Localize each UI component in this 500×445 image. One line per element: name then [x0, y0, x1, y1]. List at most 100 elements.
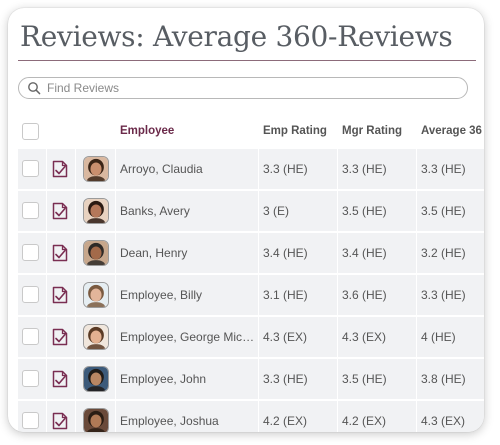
table-row[interactable]: Employee, Billy 3.1 (HE) 3.6 (HE) 3.3 (HE)	[18, 273, 484, 315]
column-divider	[115, 191, 116, 231]
table-row[interactable]: Banks, Avery 3 (E) 3.5 (HE) 3.5 (HE)	[18, 189, 484, 231]
mgr-rating-cell: 3.5 (HE)	[342, 372, 387, 386]
header-average[interactable]: Average 36	[421, 125, 482, 137]
emp-rating-cell: 3 (E)	[263, 204, 290, 218]
avatar	[83, 282, 109, 308]
table-body: Arroyo, Claudia 3.3 (HE) 3.3 (HE) 3.3 (HE) B…	[18, 147, 484, 432]
table-row[interactable]: Employee, Joshua 4.2 (EX) 4.2 (EX) 4.3 (EX)	[18, 399, 484, 432]
column-divider	[258, 149, 259, 189]
column-divider	[75, 275, 76, 315]
column-divider	[75, 149, 76, 189]
average-cell: 3.3 (HE)	[421, 162, 466, 176]
column-divider	[46, 275, 47, 315]
reviews-table: Employee Emp Rating Mgr Rating Average 3…	[18, 115, 484, 432]
reviews-panel: Reviews: Average 360-Reviews Employee Em…	[8, 8, 484, 432]
search-box[interactable]	[18, 77, 468, 99]
average-cell: 3.5 (HE)	[421, 204, 466, 218]
column-divider	[46, 233, 47, 273]
emp-rating-cell: 4.3 (EX)	[263, 330, 308, 344]
table-header: Employee Emp Rating Mgr Rating Average 3…	[18, 115, 484, 147]
row-checkbox[interactable]	[22, 286, 39, 303]
column-divider	[75, 359, 76, 399]
row-checkbox[interactable]	[22, 412, 39, 429]
avatar	[83, 198, 109, 224]
column-divider	[337, 233, 338, 273]
review-doc-icon[interactable]	[52, 202, 68, 220]
review-doc-icon[interactable]	[52, 244, 68, 262]
mgr-rating-cell: 3.4 (HE)	[342, 246, 387, 260]
emp-rating-cell: 3.1 (HE)	[263, 288, 308, 302]
column-divider	[416, 275, 417, 315]
column-divider	[115, 359, 116, 399]
table-row[interactable]: Arroyo, Claudia 3.3 (HE) 3.3 (HE) 3.3 (HE)	[18, 147, 484, 189]
column-divider	[258, 191, 259, 231]
review-doc-icon[interactable]	[52, 286, 68, 304]
review-doc-icon[interactable]	[52, 412, 68, 430]
column-divider	[115, 275, 116, 315]
column-divider	[75, 233, 76, 273]
header-mgr-rating[interactable]: Mgr Rating	[342, 125, 403, 137]
column-divider	[115, 317, 116, 357]
row-checkbox[interactable]	[22, 244, 39, 261]
avatar	[83, 408, 109, 432]
column-divider	[416, 233, 417, 273]
avatar	[83, 240, 109, 266]
column-divider	[258, 317, 259, 357]
column-divider	[337, 191, 338, 231]
table-row[interactable]: Employee, John 3.3 (HE) 3.5 (HE) 3.8 (HE)	[18, 357, 484, 399]
table-row[interactable]: Dean, Henry 3.4 (HE) 3.4 (HE) 3.2 (HE)	[18, 231, 484, 273]
mgr-rating-cell: 4.3 (EX)	[342, 330, 387, 344]
header-emp-rating[interactable]: Emp Rating	[263, 125, 327, 137]
column-divider	[258, 359, 259, 399]
column-divider	[337, 275, 338, 315]
column-divider	[75, 317, 76, 357]
average-cell: 3.2 (HE)	[421, 246, 466, 260]
column-divider	[46, 149, 47, 189]
emp-rating-cell: 3.3 (HE)	[263, 372, 308, 386]
review-doc-icon[interactable]	[52, 370, 68, 388]
row-checkbox[interactable]	[22, 160, 39, 177]
mgr-rating-cell: 3.6 (HE)	[342, 288, 387, 302]
column-divider	[416, 359, 417, 399]
row-checkbox[interactable]	[22, 328, 39, 345]
column-divider	[46, 317, 47, 357]
employee-name[interactable]: Dean, Henry	[120, 246, 188, 260]
column-divider	[46, 401, 47, 432]
column-divider	[75, 191, 76, 231]
row-checkbox[interactable]	[22, 370, 39, 387]
column-divider	[416, 149, 417, 189]
column-divider	[115, 149, 116, 189]
select-all-checkbox[interactable]	[22, 123, 39, 140]
avatar	[83, 366, 109, 392]
column-divider	[115, 233, 116, 273]
column-divider	[115, 401, 116, 432]
employee-name[interactable]: Employee, John	[120, 372, 207, 386]
review-doc-icon[interactable]	[52, 160, 68, 178]
avatar	[83, 324, 109, 350]
column-divider	[46, 359, 47, 399]
average-cell: 3.3 (HE)	[421, 288, 466, 302]
emp-rating-cell: 3.4 (HE)	[263, 246, 308, 260]
employee-name[interactable]: Banks, Avery	[120, 204, 190, 218]
average-cell: 4 (HE)	[421, 330, 456, 344]
table-row[interactable]: Employee, George Mich… 4.3 (EX) 4.3 (EX) 4 …	[18, 315, 484, 357]
emp-rating-cell: 3.3 (HE)	[263, 162, 308, 176]
employee-name[interactable]: Employee, George Mich…	[120, 330, 258, 344]
column-divider	[337, 359, 338, 399]
header-employee[interactable]: Employee	[120, 125, 175, 137]
page-title: Reviews: Average 360-Reviews	[20, 20, 453, 53]
column-divider	[337, 149, 338, 189]
review-doc-icon[interactable]	[52, 328, 68, 346]
column-divider	[258, 233, 259, 273]
employee-name[interactable]: Employee, Billy	[120, 288, 203, 302]
search-icon	[27, 81, 41, 95]
average-cell: 4.3 (EX)	[421, 414, 466, 428]
employee-name[interactable]: Arroyo, Claudia	[120, 162, 203, 176]
mgr-rating-cell: 3.3 (HE)	[342, 162, 387, 176]
employee-name[interactable]: Employee, Joshua	[120, 414, 219, 428]
column-divider	[416, 401, 417, 432]
row-checkbox[interactable]	[22, 202, 39, 219]
column-divider	[75, 401, 76, 432]
search-input[interactable]	[45, 80, 449, 96]
column-divider	[258, 401, 259, 432]
